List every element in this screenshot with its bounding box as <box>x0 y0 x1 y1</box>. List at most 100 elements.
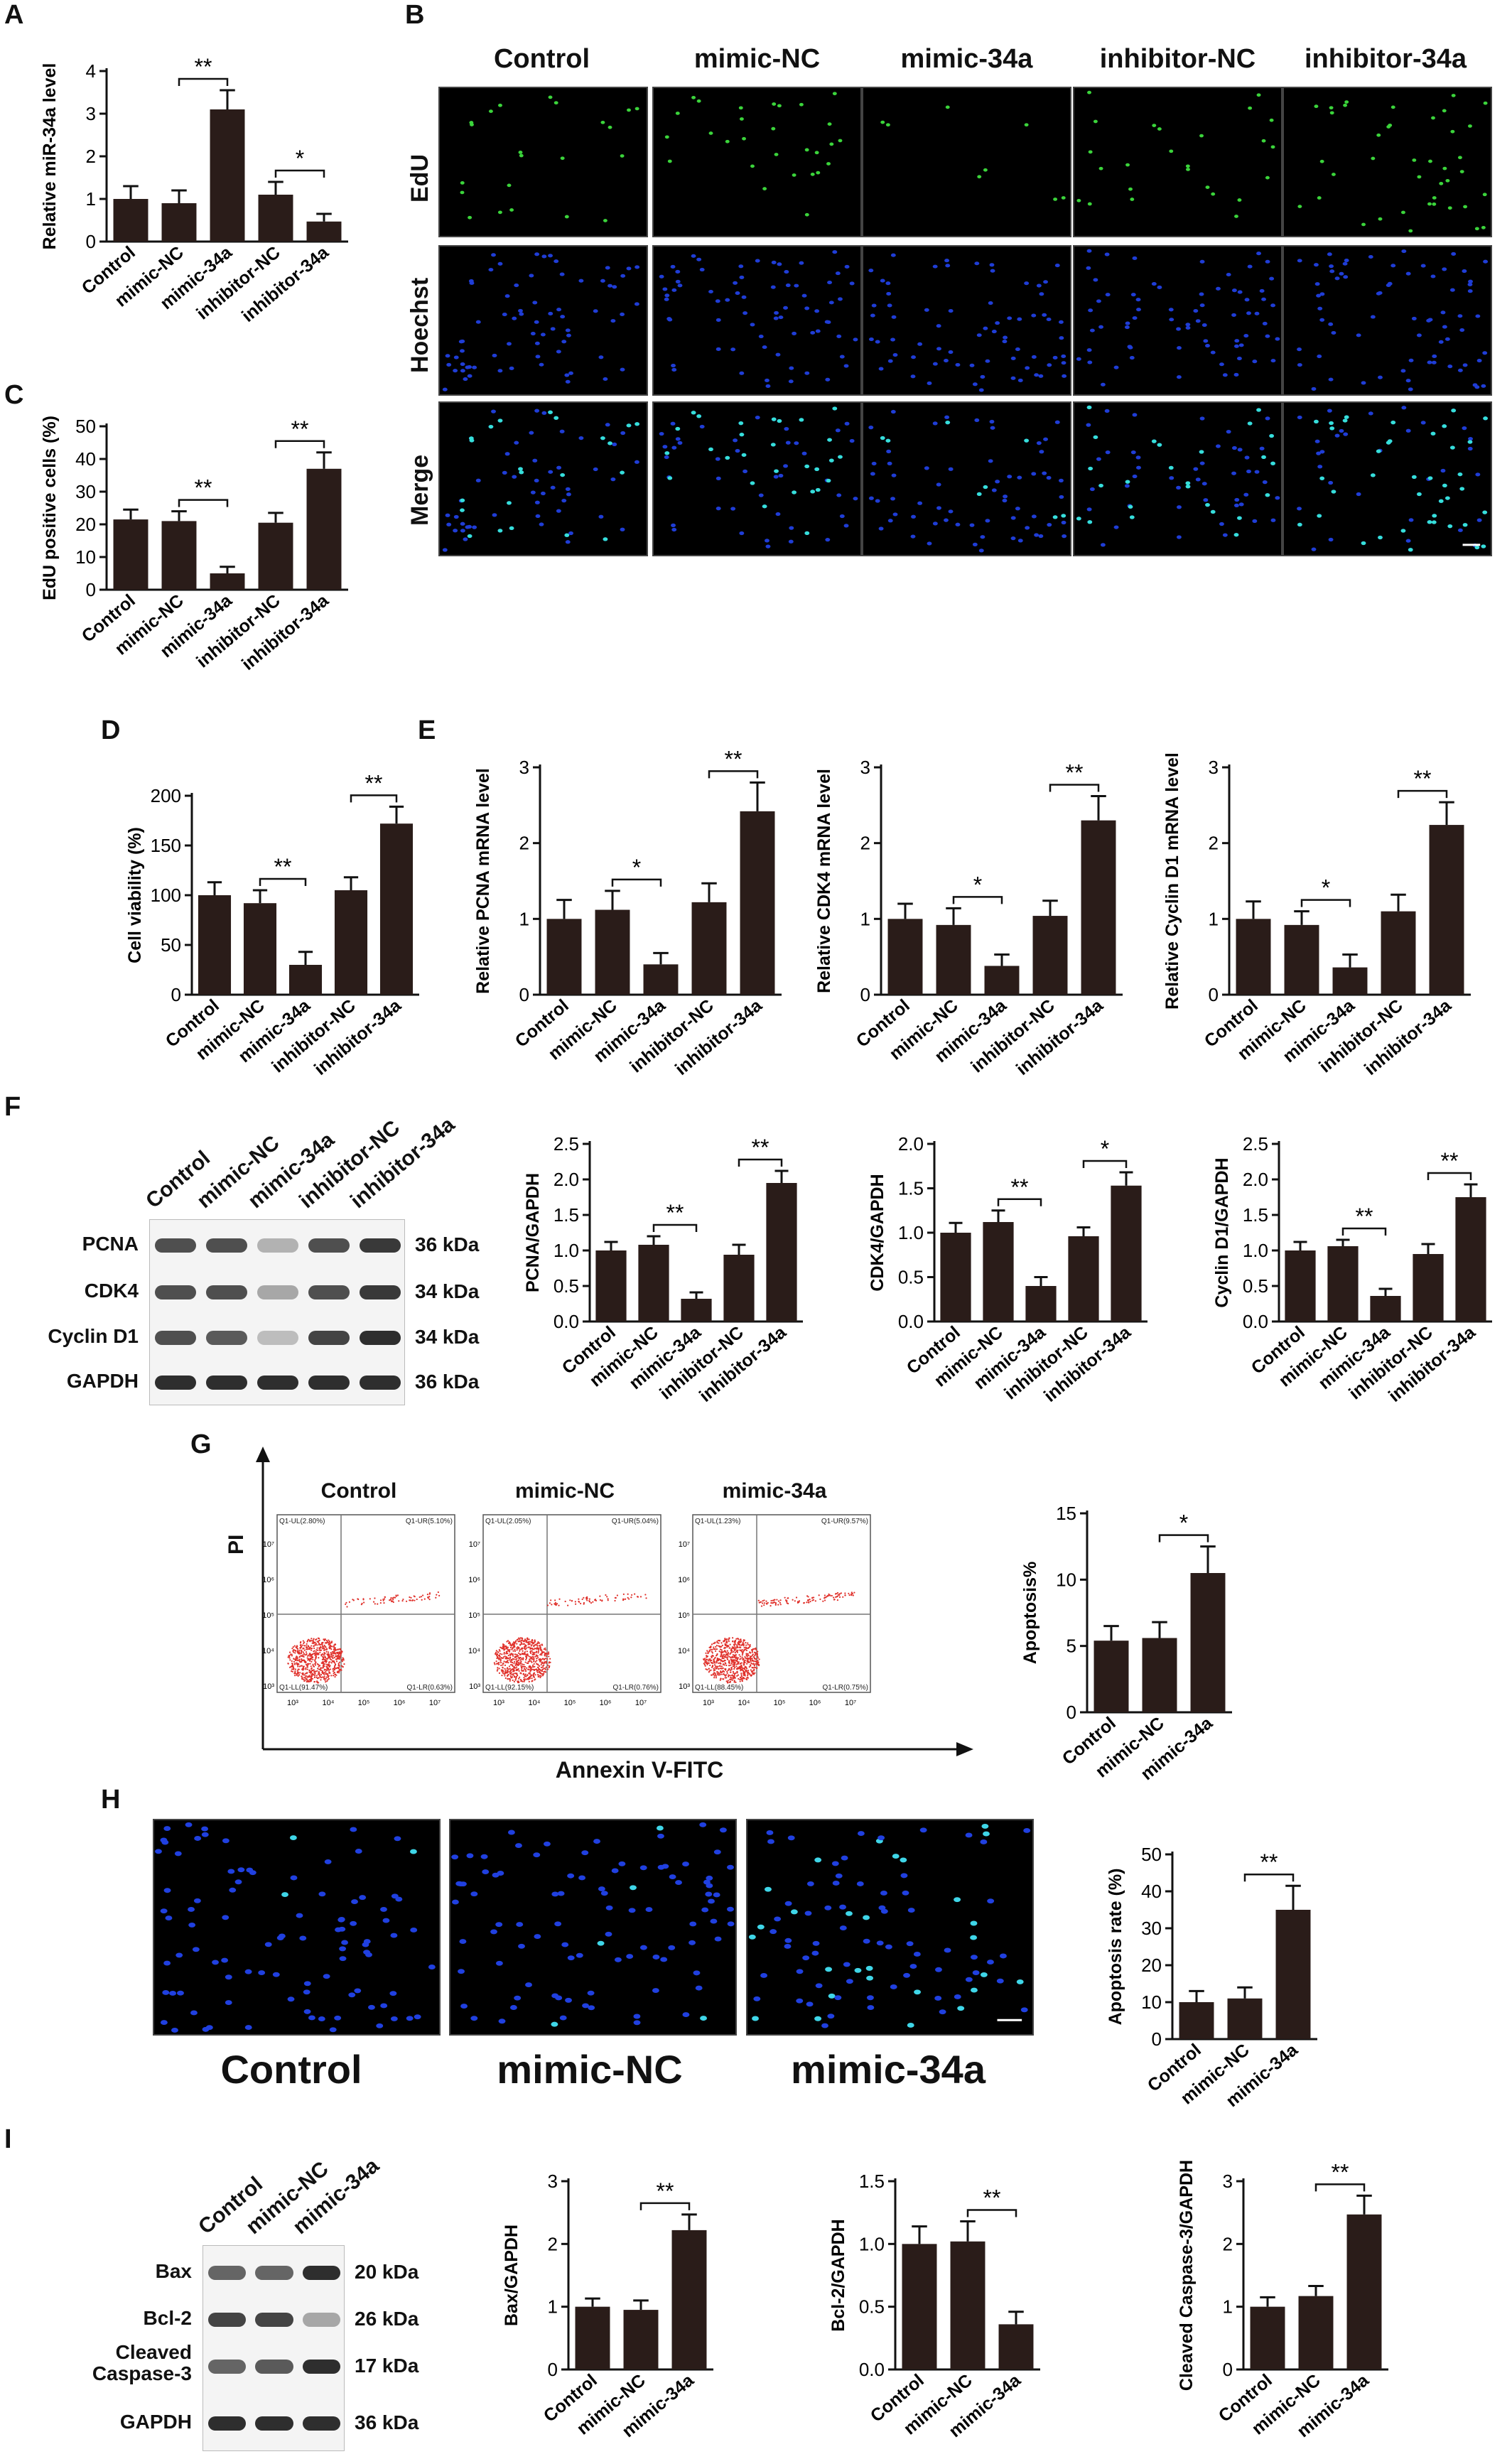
tunel-nucleus <box>188 1907 195 1912</box>
nucleus-blue <box>1269 276 1275 281</box>
event-dot <box>818 1594 820 1596</box>
event-dot <box>755 1658 757 1660</box>
nucleus-blue <box>735 291 740 296</box>
tunel-nucleus <box>338 1926 346 1932</box>
event-dot <box>747 1670 750 1672</box>
event-dot <box>758 1658 760 1660</box>
nucleus-merge <box>1185 485 1191 489</box>
nucleus-blue <box>1017 539 1023 543</box>
event-dot <box>390 1597 392 1599</box>
event-dot <box>732 1637 734 1639</box>
flow-scatter-plot: Q1-UL(2.80%) Q1-UR(5.10%)Q1-LL(91.47%) Q1-… <box>262 1514 455 1707</box>
event-dot <box>329 1672 331 1675</box>
tunel-nucleus <box>318 2016 325 2021</box>
flow-y-tick: 10⁷ <box>263 1540 274 1549</box>
tunel-nucleus <box>710 1918 718 1924</box>
y-tick-label: 2.0 <box>898 1133 924 1155</box>
nucleus-merge <box>1481 544 1486 548</box>
nucleus-green <box>1087 90 1091 94</box>
event-dot <box>507 1675 509 1677</box>
nucleus-blue <box>497 261 503 266</box>
tunel-nucleus <box>971 1987 978 1993</box>
event-dot <box>834 1593 837 1595</box>
event-dot <box>724 1660 726 1662</box>
event-dot <box>718 1665 720 1667</box>
nucleus-green <box>509 208 514 212</box>
event-dot <box>335 1668 337 1670</box>
blot-band <box>206 1285 247 1299</box>
tunel-nucleus <box>551 1891 559 1897</box>
nucleus-blue <box>1467 282 1473 286</box>
bar <box>936 924 971 995</box>
nucleus-green <box>1152 124 1157 127</box>
event-dot <box>327 1651 330 1653</box>
event-dot <box>503 1644 505 1646</box>
nucleus-green <box>885 123 890 127</box>
tunel-nucleus <box>470 1891 478 1897</box>
column-header-control: Control <box>493 44 590 74</box>
event-dot <box>724 1638 726 1640</box>
tunel-nucleus <box>534 1934 541 1939</box>
event-dot <box>743 1671 746 1674</box>
micrograph-edu-0 <box>438 87 648 237</box>
nucleus-blue <box>1234 339 1240 343</box>
event-dot <box>711 1652 714 1654</box>
event-dot <box>578 1601 580 1603</box>
event-dot <box>525 1670 527 1672</box>
tunel-nucleus <box>482 1869 490 1874</box>
nucleus-blue <box>593 467 598 472</box>
event-dot <box>828 1593 830 1595</box>
event-dot <box>323 1675 325 1677</box>
tunel-nucleus <box>815 1983 823 1989</box>
nucleus-green <box>750 164 755 168</box>
nucleus-blue <box>765 539 770 543</box>
nucleus-blue <box>948 350 954 355</box>
event-dot <box>549 1661 551 1663</box>
event-dot <box>705 1652 707 1654</box>
event-dot <box>737 1668 739 1670</box>
micrograph-merge-1 <box>652 401 862 556</box>
event-dot <box>751 1670 753 1672</box>
event-dot <box>512 1674 514 1676</box>
event-dot <box>317 1668 319 1670</box>
event-dot <box>300 1660 302 1663</box>
blot-band <box>360 1285 401 1299</box>
nucleus-blue <box>550 485 556 490</box>
nucleus-blue <box>1368 254 1373 259</box>
event-dot <box>294 1670 296 1672</box>
event-dot <box>713 1668 715 1670</box>
nucleus-green <box>945 105 950 109</box>
y-tick-label: 10 <box>75 546 96 568</box>
event-dot <box>720 1672 722 1674</box>
column-header-inhibitor-34a: inhibitor-34a <box>1304 44 1467 74</box>
nucleus-blue <box>835 428 841 433</box>
nucleus-blue <box>887 519 893 523</box>
tunel-nucleus <box>970 1920 978 1926</box>
nucleus-blue <box>1401 249 1407 254</box>
micrograph-hoechst-2 <box>862 245 1071 396</box>
nucleus-blue <box>491 409 496 414</box>
event-dot <box>808 1601 810 1604</box>
event-dot <box>315 1650 317 1653</box>
bar <box>1429 825 1464 995</box>
event-dot <box>728 1638 730 1641</box>
nucleus-blue <box>910 374 916 379</box>
event-dot <box>713 1646 715 1648</box>
event-dot <box>715 1665 717 1668</box>
event-dot <box>840 1592 842 1594</box>
event-dot <box>301 1646 303 1648</box>
nucleus-merge <box>804 464 810 469</box>
event-dot <box>299 1672 301 1674</box>
event-dot <box>507 1668 510 1670</box>
event-dot <box>730 1678 733 1680</box>
event-dot <box>524 1645 526 1648</box>
tunel-nucleus <box>244 1969 252 1974</box>
nucleus-green <box>826 162 831 166</box>
nucleus-green <box>832 92 837 96</box>
nucleus-green <box>518 151 523 154</box>
nucleus-green <box>810 173 815 176</box>
event-dot <box>428 1596 431 1598</box>
nucleus-blue <box>1231 471 1236 475</box>
y-tick-label: 1.5 <box>1243 1204 1268 1226</box>
